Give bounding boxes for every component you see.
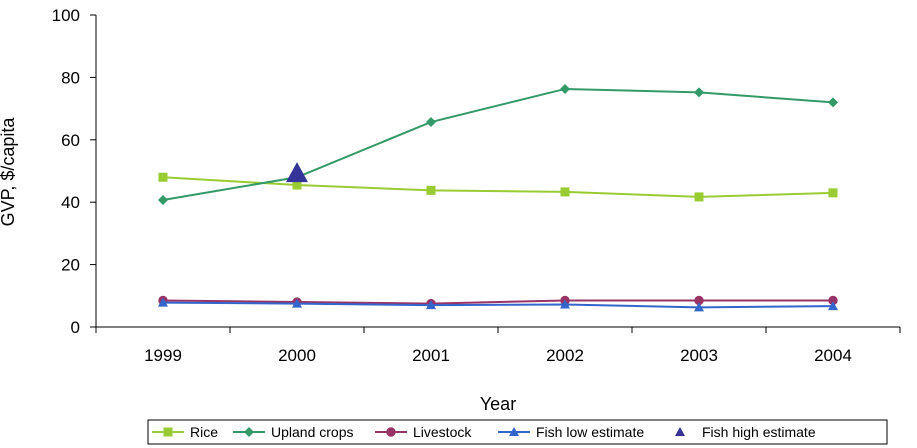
- legend-item: Upland crops: [233, 424, 354, 440]
- series-line: [162, 301, 834, 309]
- data-point: [560, 299, 570, 309]
- x-tick-label: 2001: [412, 346, 450, 365]
- series-livestock: [158, 295, 838, 309]
- data-point: [426, 300, 436, 310]
- y-axis-title: GVP, $/capita: [0, 117, 18, 227]
- data-point: [426, 185, 436, 195]
- legend-label: Fish high estimate: [702, 424, 816, 440]
- legend-swatch-marker: [386, 427, 396, 437]
- legend-swatch-marker: [675, 427, 685, 436]
- data-point: [694, 87, 704, 98]
- series-fish-low-estimate: [158, 297, 838, 312]
- legend-item: Fish low estimate: [498, 424, 644, 440]
- legend-item: Rice: [152, 424, 218, 440]
- data-point: [828, 301, 838, 311]
- y-tick-label: 100: [52, 6, 80, 25]
- data-point: [426, 117, 436, 128]
- data-point: [560, 187, 570, 197]
- data-point: [158, 297, 168, 307]
- data-point: [694, 192, 704, 202]
- legend-label: Livestock: [413, 424, 472, 440]
- data-point: [560, 83, 570, 94]
- x-tick-label: 2000: [278, 346, 316, 365]
- legend-item: Fish high estimate: [675, 424, 816, 440]
- data-point: [158, 172, 168, 182]
- x-axis-title: Year: [480, 394, 516, 414]
- x-tick-label: 2002: [546, 346, 584, 365]
- y-tick-label: 40: [61, 193, 80, 212]
- x-tick-label: 1999: [144, 346, 182, 365]
- legend-swatch-marker: [163, 427, 173, 437]
- y-tick-label: 60: [61, 131, 80, 150]
- x-tick-label: 2004: [814, 346, 852, 365]
- legend-swatch-marker: [244, 427, 254, 437]
- series-line: [162, 299, 833, 305]
- legend-label: Rice: [190, 424, 218, 440]
- legend-label: Upland crops: [271, 424, 354, 440]
- series-line: [162, 176, 834, 198]
- y-tick-label: 0: [71, 318, 80, 337]
- data-point: [158, 195, 168, 206]
- x-tick-label: 2003: [680, 346, 718, 365]
- data-point: [694, 302, 704, 312]
- plot-area: 0 20 40 60 80 100 1999 2000 2001 2002 2003 2004: [52, 6, 901, 365]
- legend-label: Fish low estimate: [536, 424, 644, 440]
- data-point: [292, 298, 302, 308]
- data-point: [292, 180, 302, 190]
- data-point: [828, 188, 838, 198]
- series-line: [162, 87, 834, 202]
- y-tick-label: 20: [61, 256, 80, 275]
- legend-swatch-marker: [509, 427, 519, 436]
- legend: Rice Upland crops Livestock Fish low estima…: [147, 419, 888, 445]
- data-point: [828, 97, 838, 108]
- y-tick-label: 80: [61, 68, 80, 87]
- series-rice: [158, 172, 838, 202]
- series-fish-high-estimate: [286, 162, 308, 183]
- data-point: [286, 162, 308, 183]
- legend-item: Livestock: [375, 424, 472, 440]
- series-upland-crops: [158, 83, 838, 206]
